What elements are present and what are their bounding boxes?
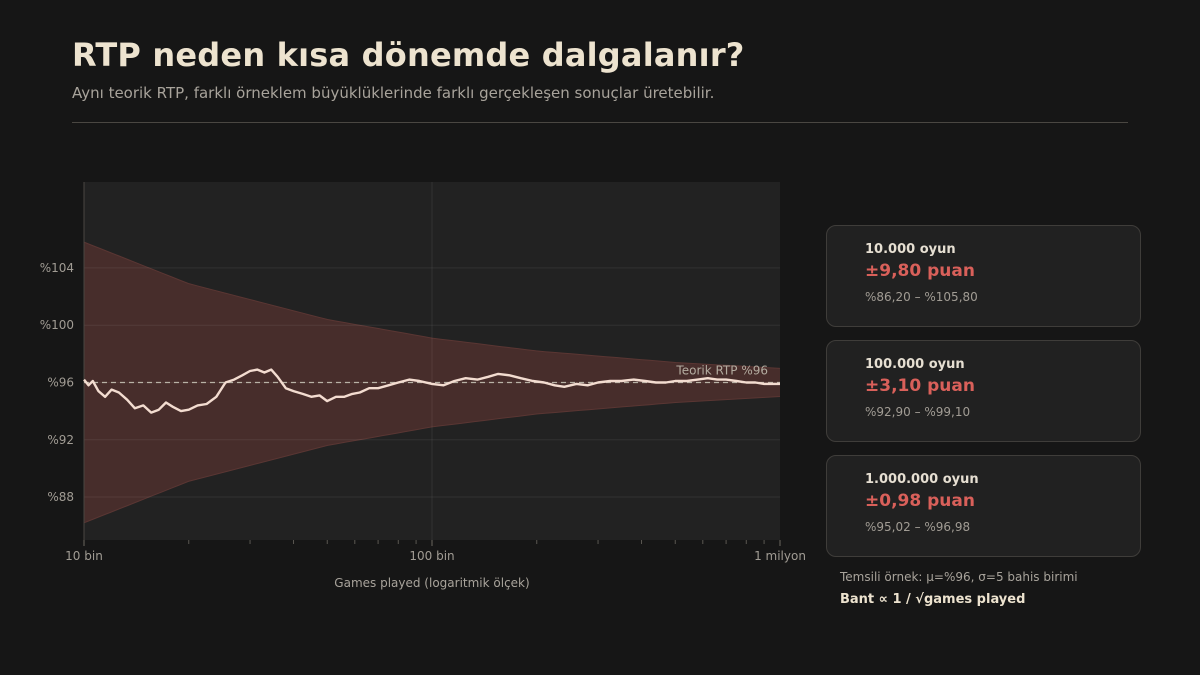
x-tick-label: 100 bin bbox=[409, 549, 454, 563]
card-range: %95,02 – %96,98 bbox=[865, 520, 971, 534]
page-subtitle: Aynı teorik RTP, farklı örneklem büyüklü… bbox=[72, 84, 715, 102]
card-label: 1.000.000 oyun bbox=[865, 472, 979, 487]
header-divider bbox=[72, 122, 1128, 123]
card-value: ±0,98 puan bbox=[865, 491, 975, 511]
x-tick-label: 10 bin bbox=[65, 549, 103, 563]
card-label: 10.000 oyun bbox=[865, 242, 956, 257]
card-range: %86,20 – %105,80 bbox=[865, 290, 978, 304]
card-value: ±3,10 puan bbox=[865, 376, 975, 396]
y-tick-label: %92 bbox=[47, 433, 74, 447]
card-label: 100.000 oyun bbox=[865, 357, 965, 372]
card-value: ±9,80 puan bbox=[865, 261, 975, 281]
x-axis-label: Games played (logaritmik ölçek) bbox=[334, 576, 529, 590]
y-tick-label: %100 bbox=[40, 318, 74, 332]
y-tick-label: %88 bbox=[47, 490, 74, 504]
sample-note: Temsili örnek: μ=%96, σ=5 bahis birimi bbox=[840, 570, 1078, 584]
page-title: RTP neden kısa dönemde dalgalanır? bbox=[72, 36, 745, 74]
y-tick-label: %96 bbox=[47, 375, 74, 389]
x-tick-label: 1 milyon bbox=[754, 549, 806, 563]
stat-card-10k: 10.000 oyun ±9,80 puan %86,20 – %105,80 bbox=[826, 225, 1141, 327]
observed-rtp-line bbox=[83, 368, 780, 414]
confidence-band bbox=[84, 242, 780, 523]
card-range: %92,90 – %99,10 bbox=[865, 405, 971, 419]
stat-card-100k: 100.000 oyun ±3,10 puan %92,90 – %99,10 bbox=[826, 340, 1141, 442]
band-lower-edge bbox=[83, 396, 781, 524]
stat-card-1m: 1.000.000 oyun ±0,98 puan %95,02 – %96,9… bbox=[826, 455, 1141, 557]
band-upper-edge bbox=[83, 241, 781, 369]
reference-line-label: Teorik RTP %96 bbox=[675, 363, 768, 377]
y-tick-label: %104 bbox=[40, 261, 74, 275]
rtp-convergence-chart: %88 %92 %96 %100 %104 10 bin 100 bin 1 milyon Te… bbox=[40, 182, 806, 590]
band-formula: Bant ∝ 1 / √games played bbox=[840, 592, 1026, 607]
